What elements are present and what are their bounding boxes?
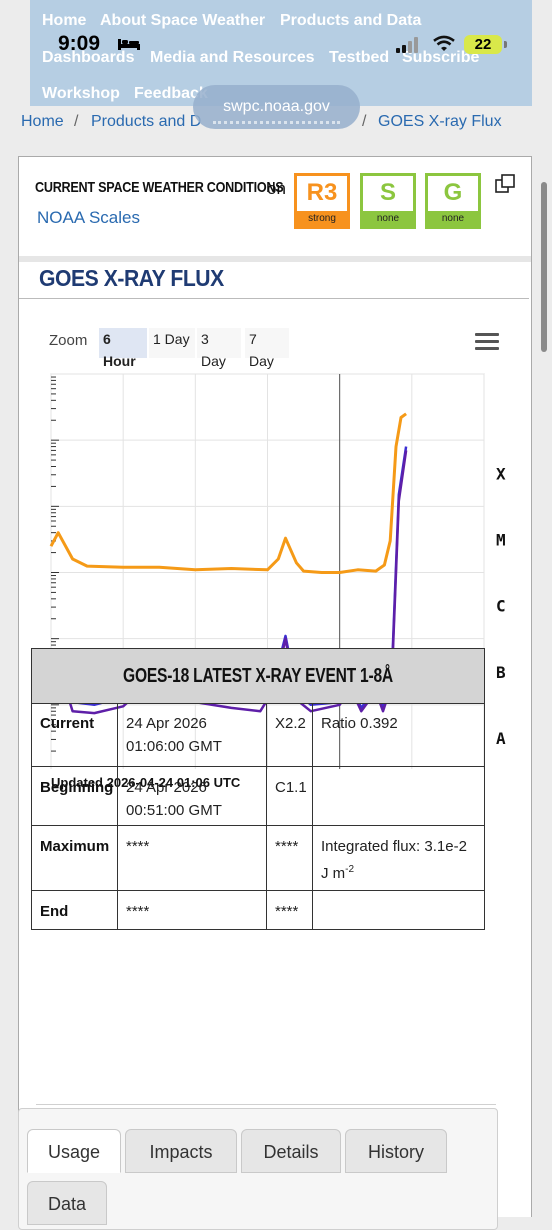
wifi-icon [432,35,456,53]
conditions-title: CURRENT SPACE WEATHER CONDITIONS [35,179,283,196]
event-date: 24 Apr 2026 [126,776,258,799]
nav-home[interactable]: Home [42,12,86,30]
scale-g[interactable]: G none [425,173,481,229]
integrated-flux-exponent: -2 [345,864,354,875]
event-row-time: **** [118,891,267,929]
flare-class-label: X [496,464,506,483]
event-date: 24 Apr 2026 [126,712,258,735]
scale-r[interactable]: R3 strong [294,173,350,229]
tab-data[interactable]: Data [27,1181,107,1225]
address-decoration [213,118,340,124]
nav-testbed[interactable]: Testbed [329,49,389,67]
battery-indicator: 22 [464,35,502,54]
space-weather-conditions: CURRENT SPACE WEATHER CONDITIONS on NOAA… [19,157,531,256]
event-row-class: C1.1 [267,767,313,825]
event-time: 01:06:00 GMT [126,735,258,758]
status-time: 9:09 [58,32,100,56]
event-row-time: **** [118,826,267,890]
page-title: GOES X-RAY FLUX [39,265,224,292]
nav-products-and-data[interactable]: Products and Data [280,12,421,30]
event-row-beginning: Beginning 24 Apr 2026 00:51:00 GMT C1.1 [31,767,485,826]
sleep-focus-icon [117,35,141,51]
tab-details[interactable]: Details [241,1129,341,1173]
nav-about-space-weather[interactable]: About Space Weather [100,12,265,30]
breadcrumb-current[interactable]: GOES X-ray Flux [378,113,502,131]
event-row-info [313,767,484,825]
nav-workshop[interactable]: Workshop [42,85,120,103]
address-text: swpc.noaa.gov [223,98,330,115]
breadcrumb-separator: / [362,113,366,131]
section-divider [19,256,531,262]
breadcrumb-products[interactable]: Products and D [91,113,201,131]
tab-impacts[interactable]: Impacts [125,1129,237,1173]
noaa-scales-link[interactable]: NOAA Scales [37,208,140,228]
tab-history[interactable]: History [345,1129,447,1173]
scale-r-letter: R3 [297,179,347,207]
event-row-label: Current [32,703,118,766]
event-table-title: GOES-18 LATEST X-RAY EVENT 1-8Å [31,648,485,704]
event-row-label: Beginning [32,767,118,825]
event-table-title-text: GOES-18 LATEST X-RAY EVENT 1-8Å [123,649,393,703]
event-time: 00:51:00 GMT [126,799,258,822]
breadcrumb-home[interactable]: Home [21,113,64,131]
scale-r-status: strong [297,211,347,226]
event-row-class: X2.2 [267,703,313,766]
cellular-signal-icon [395,36,421,54]
conditions-on: on [267,179,286,199]
scale-s-status: none [363,211,413,226]
info-tabs: Usage Impacts Details History Data [18,1108,498,1230]
tab-usage[interactable]: Usage [27,1129,121,1173]
flare-class-label: M [496,530,506,549]
page-scrollbar[interactable] [541,182,547,352]
nav-media-and-resources[interactable]: Media and Resources [150,49,315,67]
flare-class-label: A [496,729,506,748]
scale-g-letter: G [428,179,478,207]
flare-class-label: B [496,663,506,682]
event-row-class: **** [267,891,313,929]
flare-class-label: C [496,597,506,616]
event-row-end: End **** **** [31,891,485,930]
event-row-time: 24 Apr 2026 00:51:00 GMT [118,767,267,825]
event-row-maximum: Maximum **** **** Integrated flux: 3.1e-… [31,826,485,891]
popout-icon[interactable] [495,174,515,194]
event-row-label: End [32,891,118,929]
section-divider [36,1104,496,1105]
scale-g-status: none [428,211,478,226]
integrated-flux-text: Integrated flux: 3.1e-2 J m [321,838,467,882]
scale-s[interactable]: S none [360,173,416,229]
scale-s-letter: S [363,179,413,207]
event-row-current: Current 24 Apr 2026 01:06:00 GMT X2.2 Rat… [31,703,485,767]
event-row-time: 24 Apr 2026 01:06:00 GMT [118,703,267,766]
event-row-info: Integrated flux: 3.1e-2 J m-2 [313,826,484,890]
battery-tip [504,41,507,48]
event-row-label: Maximum [32,826,118,890]
breadcrumb-separator: / [74,113,78,131]
event-row-info [313,891,484,929]
address-bar[interactable]: swpc.noaa.gov [193,85,360,129]
event-info-text: Ratio 0.392 [321,715,398,732]
event-row-info: Ratio 0.392 [313,703,484,766]
event-row-class: **** [267,826,313,890]
